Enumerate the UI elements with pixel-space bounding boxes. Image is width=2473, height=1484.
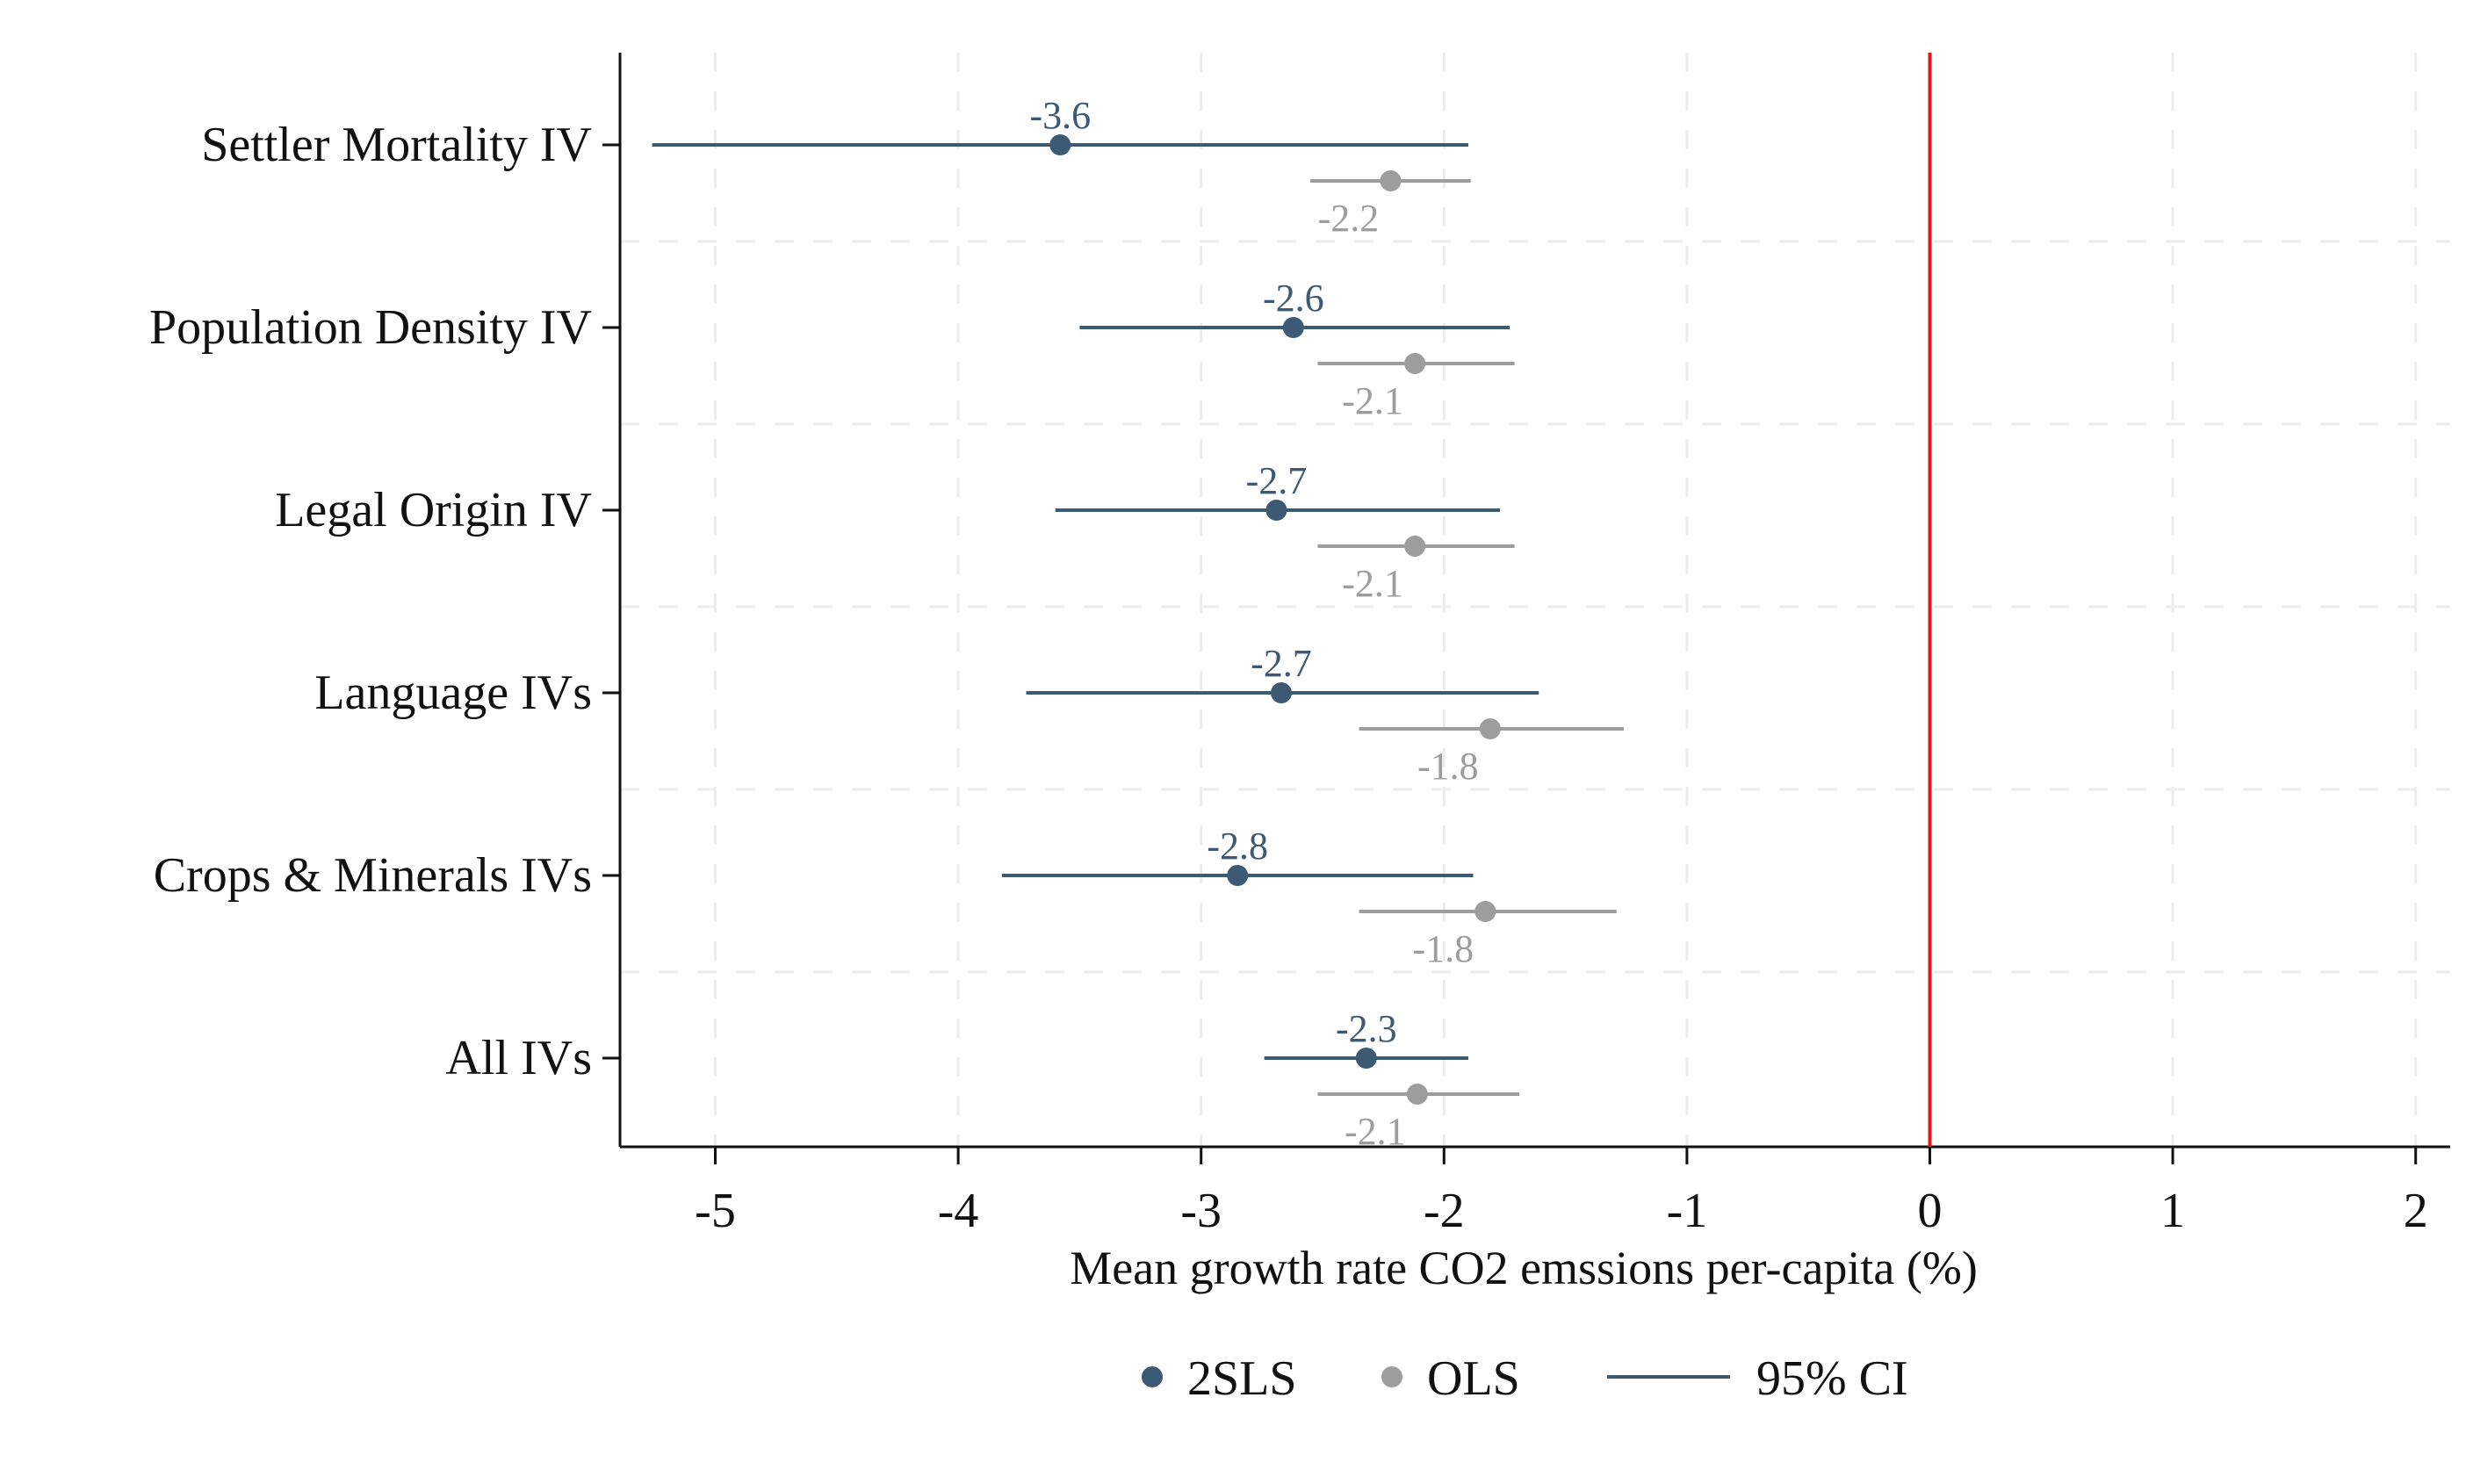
- x-tick-label: -4: [938, 1184, 979, 1238]
- tsls-point: [1265, 500, 1287, 521]
- legend-label: 95% CI: [1756, 1351, 1908, 1406]
- axes: -5 -4 -3 -2 -1 0 1 2 Settler Mortality IV Populat…: [149, 53, 2450, 1238]
- ols-point: [1474, 901, 1496, 922]
- x-tick-label: -1: [1667, 1184, 1708, 1238]
- ols-point: [1380, 170, 1402, 191]
- x-tick-label: -3: [1180, 1184, 1222, 1238]
- tsls-value-label: -2.3: [1336, 1007, 1397, 1050]
- ols-value-label: -1.8: [1412, 927, 1474, 970]
- grid-lines: [620, 53, 2450, 1147]
- legend-label: OLS: [1427, 1351, 1520, 1406]
- ols-value-label: -1.8: [1417, 745, 1479, 788]
- y-tick-label: Population Density IV: [149, 300, 592, 355]
- tsls-value-label: -3.6: [1029, 94, 1091, 137]
- tsls-value-label: -2.8: [1207, 825, 1268, 868]
- ols-point: [1404, 536, 1426, 557]
- x-tick-label: -5: [695, 1184, 736, 1238]
- x-tick-label: -2: [1424, 1184, 1465, 1238]
- ols-point: [1404, 353, 1426, 374]
- ols-value-label: -2.1: [1342, 562, 1403, 605]
- ols-value-label: -2.1: [1345, 1110, 1406, 1153]
- chart-marks: -3.6 -2.6 -2.7 -2.7 -2.8 -2.3 -2.2 -2.1 -2.1 -1.8…: [652, 53, 1932, 1153]
- y-tick-label: Crops & Minerals IVs: [154, 848, 592, 903]
- x-tick-label: 0: [1918, 1184, 1943, 1238]
- tsls-point: [1049, 134, 1071, 155]
- ols-value-label: -2.1: [1342, 379, 1403, 422]
- y-tick-label: Language IVs: [314, 666, 592, 720]
- ols-value-label: -2.2: [1318, 197, 1380, 240]
- tsls-point: [1282, 317, 1304, 338]
- tsls-value-label: -2.6: [1263, 277, 1324, 320]
- x-tick-label: 1: [2160, 1184, 2185, 1238]
- legend-label: 2SLS: [1187, 1351, 1297, 1406]
- legend-marker-ols: [1381, 1366, 1402, 1387]
- tsls-point: [1355, 1048, 1377, 1069]
- x-axis-title: Mean growth rate CO2 emssions per-capita…: [1070, 1242, 1978, 1294]
- ols-point: [1406, 1084, 1428, 1105]
- tsls-value-label: -2.7: [1246, 459, 1308, 502]
- y-tick-label: Legal Origin IV: [275, 483, 592, 537]
- tsls-value-label: -2.7: [1251, 642, 1312, 685]
- ols-point: [1479, 718, 1501, 739]
- x-tick-label: 2: [2404, 1184, 2428, 1238]
- y-tick-label: Settler Mortality IV: [201, 118, 592, 172]
- tsls-point: [1270, 682, 1292, 703]
- tsls-point: [1227, 865, 1249, 886]
- y-tick-label: All IVs: [446, 1031, 592, 1085]
- legend: 2SLS OLS 95% CI: [1142, 1351, 1908, 1406]
- legend-marker-2sls: [1142, 1366, 1163, 1387]
